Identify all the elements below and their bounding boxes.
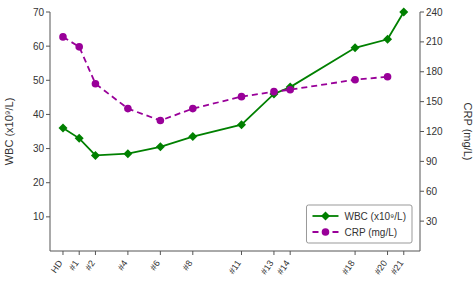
marker-diamond — [188, 132, 197, 141]
legend-item: CRP (mg/L) — [312, 227, 397, 238]
y2-tick-label: 150 — [426, 96, 443, 107]
y-tick — [420, 161, 424, 162]
y-axis-line — [50, 12, 51, 251]
y-tick — [46, 148, 50, 149]
y2-tick-label: 240 — [426, 7, 443, 18]
marker-diamond — [156, 142, 165, 151]
marker-diamond — [58, 124, 67, 133]
y2-tick-label: 60 — [426, 186, 438, 197]
legend-label: CRP (mg/L) — [344, 227, 397, 238]
x-tick-label: #2 — [83, 258, 97, 272]
y-tick-label: 10 — [33, 211, 45, 222]
x-tick-label: #14 — [275, 258, 292, 276]
x-tick — [355, 251, 356, 255]
x-tick-label: #1 — [67, 258, 81, 272]
legend-label: WBC (x10⁹/L) — [344, 211, 406, 222]
plot-area — [58, 8, 408, 160]
y-tick — [420, 131, 424, 132]
x-tick — [273, 251, 274, 255]
y-tick-label: 50 — [33, 75, 45, 86]
marker-diamond — [383, 35, 392, 44]
x-tick-label: #4 — [116, 258, 130, 272]
x-tick-label: #21 — [389, 258, 406, 276]
x-tick — [192, 251, 193, 255]
x-tick-label: #11 — [227, 258, 243, 275]
x-tick — [290, 251, 291, 255]
y-tick — [46, 12, 50, 13]
marker-diamond — [75, 134, 84, 143]
y2-tick-label: 120 — [426, 126, 443, 137]
y-tick-label: 60 — [33, 41, 45, 52]
marker-circle — [384, 73, 392, 81]
x-tick — [241, 251, 242, 255]
y-tick-label: 30 — [33, 143, 45, 154]
marker-circle — [75, 43, 83, 51]
x-tick-label: #6 — [148, 258, 162, 272]
y-tick-label: 40 — [33, 109, 45, 120]
x-tick-label: #13 — [259, 258, 276, 276]
x-tick — [95, 251, 96, 255]
x-tick-label: #18 — [340, 258, 357, 276]
marker-diamond — [321, 212, 330, 221]
axes: HD#1#2 #4 #6 #8 #11 #13#14 #18 #20#21 10 20 30 40 50… — [33, 7, 443, 277]
x-tick-label: HD — [49, 258, 65, 275]
marker-circle — [270, 88, 278, 96]
x-tick — [62, 251, 63, 255]
marker-circle — [157, 117, 165, 125]
y-tick — [46, 80, 50, 81]
series-line — [63, 37, 388, 121]
marker-circle — [351, 76, 359, 84]
marker-circle — [238, 93, 246, 101]
legend-item: WBC (x10⁹/L) — [312, 211, 406, 222]
marker-diamond — [237, 120, 246, 129]
x-tick-label: #8 — [181, 258, 195, 272]
y2-tick-label: 90 — [426, 156, 438, 167]
x-axis-line — [50, 251, 420, 252]
y-tick — [420, 41, 424, 42]
marker-diamond — [123, 149, 132, 158]
chart-svg: HD#1#2 #4 #6 #8 #11 #13#14 #18 #20#21 10 20 30 40 50… — [0, 0, 474, 289]
y-tick — [420, 191, 424, 192]
x-tick — [387, 251, 388, 255]
y-tick — [420, 101, 424, 102]
y-tick — [46, 216, 50, 217]
y-tick — [46, 114, 50, 115]
marker-circle — [322, 228, 330, 236]
legend-box — [306, 205, 412, 243]
y-tick — [420, 221, 424, 222]
y-tick — [46, 46, 50, 47]
series-0 — [58, 8, 408, 160]
x-tick — [160, 251, 161, 255]
marker-diamond — [351, 43, 360, 52]
marker-circle — [286, 86, 294, 94]
y2-tick-label: 30 — [426, 216, 438, 227]
x-tick-label: #20 — [372, 258, 389, 276]
y2-tick-label: 180 — [426, 66, 443, 77]
y2-axis-label: CRP (mg/L) — [462, 103, 474, 161]
y-tick-label: 20 — [33, 177, 45, 188]
y-tick-label: 70 — [33, 7, 45, 18]
marker-circle — [59, 33, 67, 41]
series-line — [63, 12, 404, 155]
marker-circle — [124, 105, 132, 113]
x-tick — [403, 251, 404, 255]
marker-circle — [92, 80, 100, 88]
marker-circle — [189, 105, 197, 113]
chart-container: HD#1#2 #4 #6 #8 #11 #13#14 #18 #20#21 10 20 30 40 50… — [0, 0, 474, 289]
y2-tick-label: 210 — [426, 36, 443, 47]
y-axis-label: WBC (x10⁹/L) — [3, 98, 15, 166]
y-tick — [420, 12, 424, 13]
y-tick — [420, 71, 424, 72]
marker-diamond — [91, 151, 100, 160]
marker-diamond — [399, 8, 408, 17]
series-1 — [59, 33, 391, 124]
x-tick — [79, 251, 80, 255]
legend: WBC (x10⁹/L) CRP (mg/L) — [306, 205, 412, 243]
x-tick — [127, 251, 128, 255]
y-tick — [46, 182, 50, 183]
